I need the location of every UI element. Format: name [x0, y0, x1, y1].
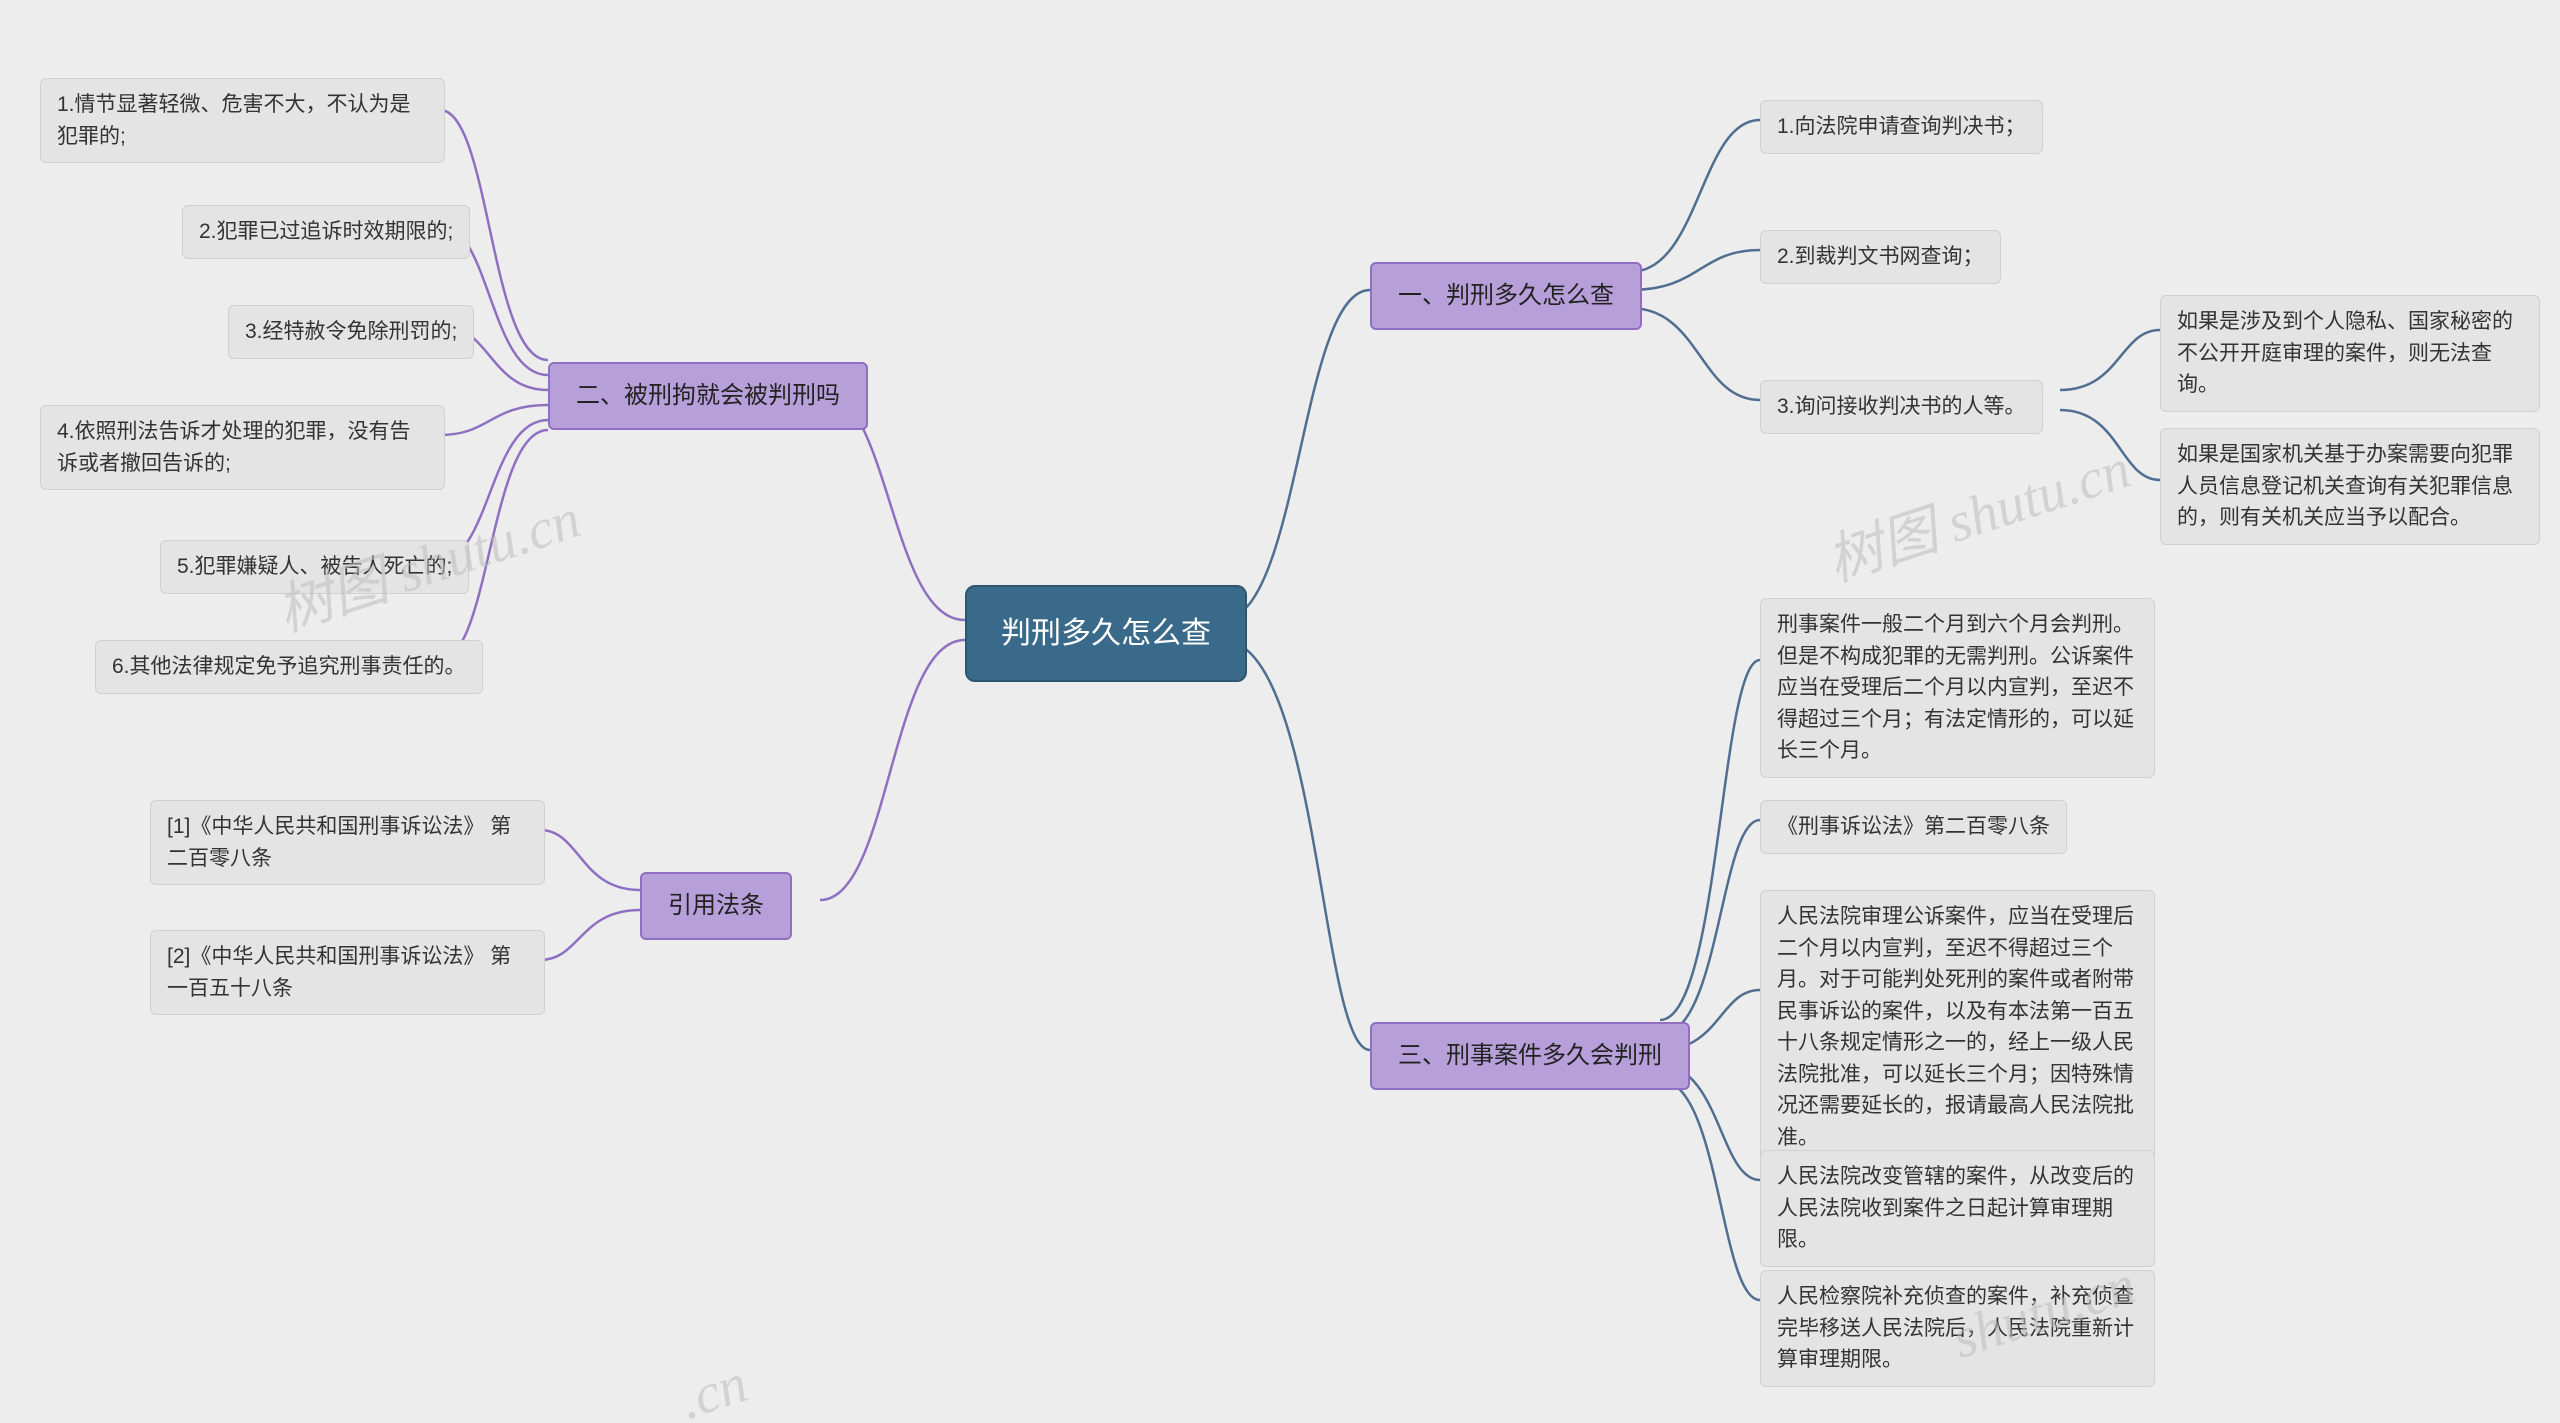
branch-ref[interactable]: 引用法条: [640, 872, 792, 940]
leaf-text: 人民法院改变管辖的案件，从改变后的人民法院收到案件之日起计算审理期限。: [1777, 1165, 2134, 1251]
branch-ref-label: 引用法条: [668, 892, 764, 919]
leaf-b2-1[interactable]: 1.情节显著轻微、危害不大，不认为是犯罪的;: [40, 78, 445, 163]
leaf-text: 人民法院审理公诉案件，应当在受理后二个月以内宣判，至迟不得超过三个月。对于可能判…: [1777, 905, 2134, 1149]
leaf-text: 1.情节显著轻微、危害不大，不认为是犯罪的;: [57, 93, 411, 148]
branch-1[interactable]: 一、判刑多久怎么查: [1370, 262, 1642, 330]
branch-1-label: 一、判刑多久怎么查: [1398, 282, 1614, 309]
leaf-b2-4[interactable]: 4.依照刑法告诉才处理的犯罪，没有告诉或者撤回告诉的;: [40, 405, 445, 490]
leaf-text: 人民检察院补充侦查的案件，补充侦查完毕移送人民法院后，人民法院重新计算审理期限。: [1777, 1285, 2134, 1371]
leaf-b1-3[interactable]: 3.询问接收判决书的人等。: [1760, 380, 2043, 434]
leaf-text: 刑事案件一般二个月到六个月会判刑。但是不构成犯罪的无需判刑。公诉案件应当在受理后…: [1777, 613, 2134, 762]
leaf-b1-3b[interactable]: 如果是国家机关基于办案需要向犯罪人员信息登记机关查询有关犯罪信息的，则有关机关应…: [2160, 428, 2540, 545]
leaf-text: 如果是国家机关基于办案需要向犯罪人员信息登记机关查询有关犯罪信息的，则有关机关应…: [2177, 443, 2513, 529]
leaf-b3-4[interactable]: 人民法院改变管辖的案件，从改变后的人民法院收到案件之日起计算审理期限。: [1760, 1150, 2155, 1267]
root-node[interactable]: 判刑多久怎么查: [965, 585, 1247, 682]
leaf-b2-3[interactable]: 3.经特赦令免除刑罚的;: [228, 305, 474, 359]
leaf-b1-3a[interactable]: 如果是涉及到个人隐私、国家秘密的不公开开庭审理的案件，则无法查询。: [2160, 295, 2540, 412]
root-label: 判刑多久怎么查: [1001, 617, 1211, 650]
leaf-text: 1.向法院申请查询判决书；: [1777, 115, 2026, 138]
leaf-ref-1[interactable]: [1]《中华人民共和国刑事诉讼法》 第二百零八条: [150, 800, 545, 885]
leaf-b1-2[interactable]: 2.到裁判文书网查询；: [1760, 230, 2001, 284]
leaf-text: 如果是涉及到个人隐私、国家秘密的不公开开庭审理的案件，则无法查询。: [2177, 310, 2513, 396]
leaf-text: 3.询问接收判决书的人等。: [1777, 395, 2026, 418]
leaf-text: 《刑事诉讼法》第二百零八条: [1777, 815, 2050, 838]
leaf-b2-6[interactable]: 6.其他法律规定免予追究刑事责任的。: [95, 640, 483, 694]
leaf-b2-2[interactable]: 2.犯罪已过追诉时效期限的;: [182, 205, 470, 259]
branch-3[interactable]: 三、刑事案件多久会判刑: [1370, 1022, 1690, 1090]
watermark: .cn: [672, 1351, 755, 1423]
leaf-text: [2]《中华人民共和国刑事诉讼法》 第一百五十八条: [167, 945, 511, 1000]
watermark: 树图 shutu.cn: [1815, 423, 2139, 597]
branch-3-label: 三、刑事案件多久会判刑: [1398, 1042, 1662, 1069]
leaf-b3-1[interactable]: 刑事案件一般二个月到六个月会判刑。但是不构成犯罪的无需判刑。公诉案件应当在受理后…: [1760, 598, 2155, 778]
leaf-text: 3.经特赦令免除刑罚的;: [245, 320, 457, 343]
leaf-b3-3[interactable]: 人民法院审理公诉案件，应当在受理后二个月以内宣判，至迟不得超过三个月。对于可能判…: [1760, 890, 2155, 1164]
leaf-text: 2.到裁判文书网查询；: [1777, 245, 1984, 268]
leaf-text: 6.其他法律规定免予追究刑事责任的。: [112, 655, 466, 678]
leaf-text: 2.犯罪已过追诉时效期限的;: [199, 220, 453, 243]
leaf-b1-1[interactable]: 1.向法院申请查询判决书；: [1760, 100, 2043, 154]
leaf-text: 5.犯罪嫌疑人、被告人死亡的;: [177, 555, 452, 578]
leaf-ref-2[interactable]: [2]《中华人民共和国刑事诉讼法》 第一百五十八条: [150, 930, 545, 1015]
leaf-b3-2[interactable]: 《刑事诉讼法》第二百零八条: [1760, 800, 2067, 854]
leaf-text: 4.依照刑法告诉才处理的犯罪，没有告诉或者撤回告诉的;: [57, 420, 411, 475]
leaf-b3-5[interactable]: 人民检察院补充侦查的案件，补充侦查完毕移送人民法院后，人民法院重新计算审理期限。: [1760, 1270, 2155, 1387]
leaf-b2-5[interactable]: 5.犯罪嫌疑人、被告人死亡的;: [160, 540, 469, 594]
branch-2[interactable]: 二、被刑拘就会被判刑吗: [548, 362, 868, 430]
leaf-text: [1]《中华人民共和国刑事诉讼法》 第二百零八条: [167, 815, 511, 870]
branch-2-label: 二、被刑拘就会被判刑吗: [576, 382, 840, 409]
